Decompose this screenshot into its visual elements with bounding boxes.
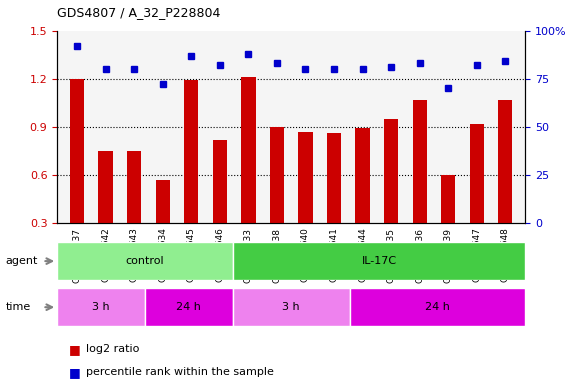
Text: percentile rank within the sample: percentile rank within the sample (86, 367, 274, 377)
Bar (155, 180, 170, 271)
Text: 3 h: 3 h (92, 302, 110, 312)
Bar (498, 99, 513, 271)
Text: 24 h: 24 h (425, 302, 450, 312)
Bar (241, 77, 256, 271)
Bar (270, 127, 284, 271)
Bar (184, 80, 199, 271)
FancyBboxPatch shape (57, 288, 145, 326)
Text: IL-17C: IL-17C (361, 256, 397, 266)
FancyBboxPatch shape (145, 288, 233, 326)
Text: log2 ratio: log2 ratio (86, 344, 139, 354)
Bar (412, 99, 427, 271)
Bar (355, 128, 370, 271)
Text: 3 h: 3 h (283, 302, 300, 312)
Text: agent: agent (6, 256, 38, 266)
Bar (441, 175, 455, 271)
Text: ■: ■ (69, 343, 81, 356)
FancyBboxPatch shape (349, 288, 525, 326)
Bar (127, 151, 142, 271)
Text: time: time (6, 302, 31, 312)
Text: ■: ■ (69, 366, 81, 379)
Text: control: control (126, 256, 164, 266)
Bar (327, 133, 341, 271)
Bar (469, 124, 484, 271)
Bar (70, 79, 85, 271)
Bar (384, 119, 398, 271)
FancyBboxPatch shape (233, 288, 349, 326)
Text: 24 h: 24 h (176, 302, 201, 312)
Text: GDS4807 / A_32_P228804: GDS4807 / A_32_P228804 (57, 6, 220, 19)
FancyBboxPatch shape (57, 242, 233, 280)
FancyBboxPatch shape (233, 242, 525, 280)
Bar (99, 151, 113, 271)
Bar (298, 131, 312, 271)
Bar (212, 139, 227, 271)
